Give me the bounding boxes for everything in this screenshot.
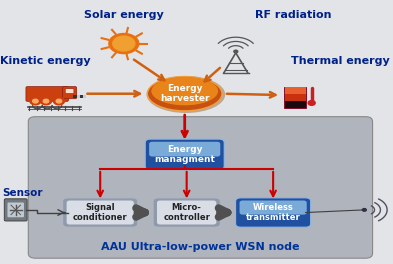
FancyBboxPatch shape: [28, 117, 373, 258]
FancyBboxPatch shape: [235, 198, 310, 227]
Text: Micro-
controller: Micro- controller: [163, 203, 210, 222]
FancyBboxPatch shape: [285, 87, 306, 101]
Text: Sensor: Sensor: [2, 188, 42, 198]
Ellipse shape: [147, 76, 225, 113]
FancyBboxPatch shape: [157, 201, 216, 224]
Text: Signal
conditioner: Signal conditioner: [73, 203, 127, 222]
Circle shape: [43, 99, 49, 103]
Ellipse shape: [147, 77, 222, 111]
FancyBboxPatch shape: [65, 89, 74, 93]
FancyBboxPatch shape: [4, 199, 27, 221]
Circle shape: [30, 97, 41, 105]
Circle shape: [53, 97, 64, 105]
Ellipse shape: [151, 77, 218, 105]
FancyBboxPatch shape: [83, 95, 86, 98]
Text: Kinetic energy: Kinetic energy: [0, 56, 90, 66]
Text: Thermal energy: Thermal energy: [290, 56, 389, 66]
Text: RF radiation: RF radiation: [255, 10, 331, 20]
FancyBboxPatch shape: [285, 87, 306, 94]
FancyBboxPatch shape: [77, 95, 80, 98]
Text: Wireless
transmitter: Wireless transmitter: [246, 203, 301, 222]
Circle shape: [40, 97, 51, 105]
FancyBboxPatch shape: [239, 201, 307, 215]
FancyBboxPatch shape: [80, 95, 83, 98]
FancyBboxPatch shape: [62, 198, 138, 227]
Circle shape: [109, 34, 139, 54]
Circle shape: [56, 99, 62, 103]
FancyBboxPatch shape: [7, 202, 24, 217]
Circle shape: [308, 101, 315, 105]
FancyBboxPatch shape: [66, 201, 134, 224]
Circle shape: [362, 209, 366, 211]
FancyBboxPatch shape: [284, 87, 306, 108]
Text: Energy
managment: Energy managment: [154, 145, 215, 164]
FancyBboxPatch shape: [73, 95, 77, 98]
Text: Solar energy: Solar energy: [84, 10, 163, 20]
Text: Energy
harvester: Energy harvester: [160, 84, 209, 103]
FancyBboxPatch shape: [153, 198, 220, 227]
FancyBboxPatch shape: [62, 87, 77, 99]
FancyBboxPatch shape: [149, 142, 220, 157]
Circle shape: [113, 36, 135, 51]
FancyBboxPatch shape: [145, 139, 224, 170]
Circle shape: [33, 99, 38, 103]
FancyBboxPatch shape: [26, 87, 68, 101]
Text: AAU Ultra-low-power WSN node: AAU Ultra-low-power WSN node: [101, 242, 300, 252]
Circle shape: [234, 50, 238, 53]
